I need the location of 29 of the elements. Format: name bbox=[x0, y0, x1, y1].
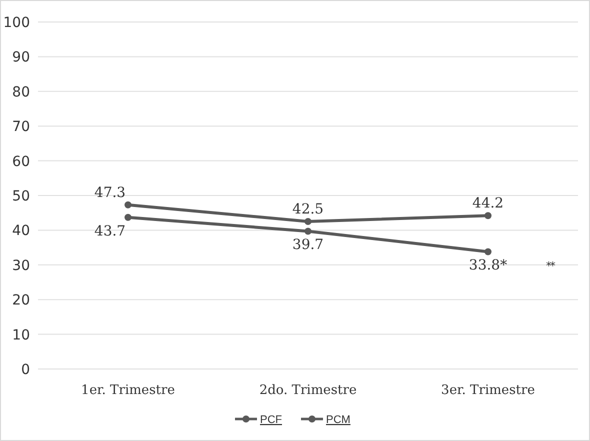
x-tick-label: 1er. Trimestre bbox=[81, 383, 176, 398]
x-tick-label: 3er. Trimestre bbox=[441, 383, 536, 398]
y-tick-label: 30 bbox=[12, 258, 30, 274]
point bbox=[484, 212, 492, 220]
x-tick-label: 2do. Trimestre bbox=[259, 383, 357, 398]
data-label: 43.7 bbox=[94, 223, 126, 240]
y-tick-label: 40 bbox=[12, 223, 30, 240]
point bbox=[124, 214, 132, 221]
y-tick-label: 90 bbox=[12, 50, 30, 66]
data-label: 47.3 bbox=[94, 184, 126, 201]
data-label: 39.7 bbox=[292, 237, 324, 254]
data-label: 42.5 bbox=[292, 202, 324, 218]
point bbox=[304, 228, 312, 235]
y-tick-label: 0 bbox=[21, 362, 30, 378]
y-tick-label: 60 bbox=[12, 154, 30, 170]
y-tick-label: 80 bbox=[12, 84, 30, 100]
y-tick-label: 70 bbox=[12, 119, 30, 136]
legend-label: PCM bbox=[326, 414, 350, 426]
legend-label: PCF bbox=[260, 414, 282, 426]
point bbox=[484, 248, 492, 256]
y-tick-label: 20 bbox=[12, 292, 30, 309]
point bbox=[304, 218, 312, 226]
y-tick-label: 10 bbox=[12, 327, 30, 344]
y-tick-label: 50 bbox=[12, 188, 30, 204]
data-label: 44.2 bbox=[472, 196, 504, 212]
annotation: ** bbox=[546, 260, 556, 273]
data-label: 33.8* bbox=[468, 258, 508, 274]
point bbox=[124, 201, 132, 208]
y-tick-label: 100 bbox=[3, 15, 30, 31]
